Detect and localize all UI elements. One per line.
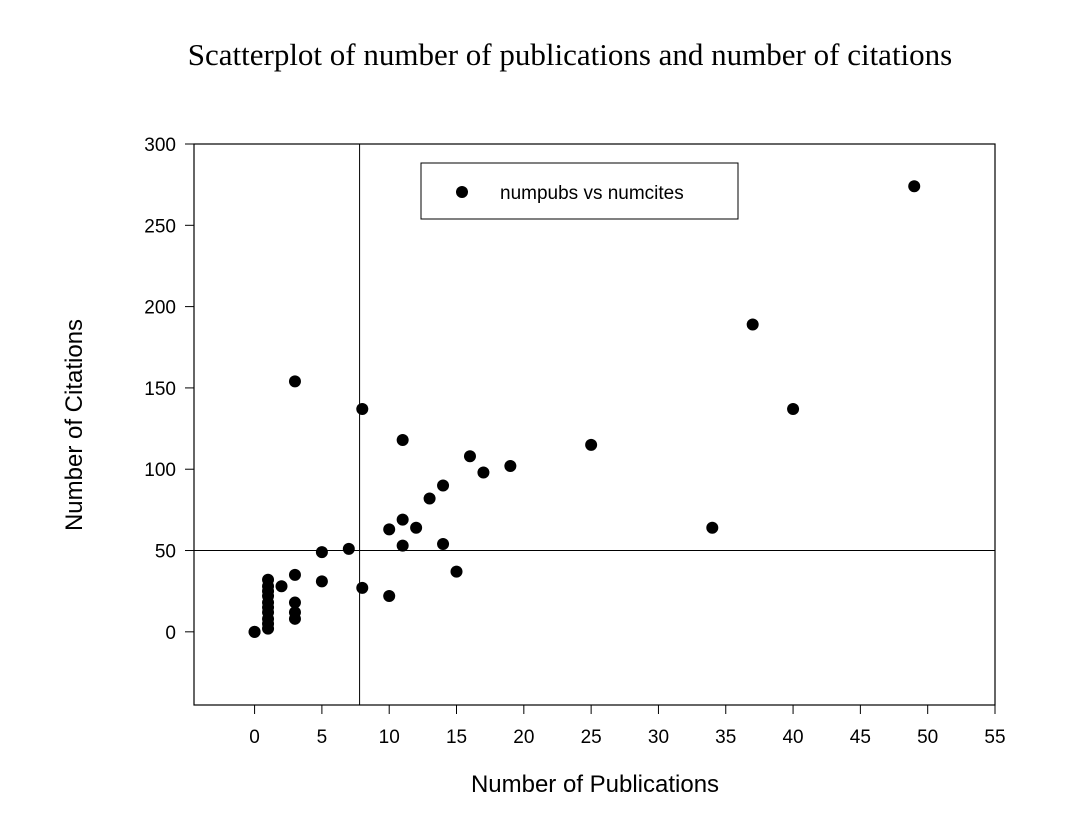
y-tick-label: 0 xyxy=(165,623,176,644)
x-tick-label: 0 xyxy=(249,727,260,748)
data-point xyxy=(504,459,517,472)
y-tick-label: 150 xyxy=(144,379,176,400)
data-point xyxy=(342,542,355,555)
data-point xyxy=(356,403,369,416)
y-tick-label: 300 xyxy=(144,135,176,156)
x-tick-label: 10 xyxy=(379,727,400,748)
plot-area-frame xyxy=(193,143,996,706)
y-axis-ticks: 0 50 100 150 200 250 300 xyxy=(144,135,194,644)
data-point xyxy=(288,606,301,619)
data-point xyxy=(262,573,275,586)
x-tick-label: 5 xyxy=(317,727,328,748)
data-point xyxy=(463,450,476,463)
chart-title: Scatterplot of number of publications an… xyxy=(188,37,952,72)
legend-box xyxy=(420,162,739,220)
x-tick-label: 50 xyxy=(917,727,938,748)
x-tick-label: 25 xyxy=(581,727,602,748)
y-axis-label: Number of Citations xyxy=(61,319,88,531)
data-point xyxy=(437,538,450,551)
legend: numpubs vs numcites xyxy=(420,162,739,220)
data-point xyxy=(383,523,396,536)
data-point xyxy=(288,596,301,609)
data-point xyxy=(315,575,328,588)
x-tick-label: 35 xyxy=(715,727,736,748)
data-point xyxy=(396,513,409,526)
data-point xyxy=(410,521,423,534)
x-axis-label: Number of Publications xyxy=(471,771,719,798)
data-point xyxy=(248,625,261,638)
data-point xyxy=(315,546,328,559)
data-point xyxy=(288,568,301,581)
data-point xyxy=(275,580,288,593)
data-point xyxy=(908,180,921,193)
x-tick-label: 15 xyxy=(446,727,467,748)
y-tick-label: 100 xyxy=(144,460,176,481)
data-point xyxy=(383,590,396,603)
data-point xyxy=(585,438,598,451)
data-point xyxy=(356,581,369,594)
y-tick-label: 250 xyxy=(144,216,176,237)
y-tick-label: 50 xyxy=(155,542,176,563)
data-points xyxy=(248,180,921,638)
x-axis-ticks: 0 5 10 15 20 25 30 35 40 45 50 55 xyxy=(249,705,1006,748)
legend-marker xyxy=(456,186,468,198)
data-point xyxy=(787,403,800,416)
legend-label: numpubs vs numcites xyxy=(500,183,684,204)
data-point xyxy=(288,375,301,388)
x-tick-label: 20 xyxy=(513,727,534,748)
data-point xyxy=(477,466,490,479)
data-point xyxy=(450,565,463,578)
data-point xyxy=(396,433,409,446)
x-tick-label: 55 xyxy=(984,727,1005,748)
data-point xyxy=(706,521,719,534)
y-tick-label: 200 xyxy=(144,298,176,319)
x-tick-label: 45 xyxy=(850,727,871,748)
data-point xyxy=(396,539,409,552)
reference-lines xyxy=(194,144,995,705)
data-point xyxy=(437,479,450,492)
x-tick-label: 30 xyxy=(648,727,669,748)
x-tick-label: 40 xyxy=(782,727,803,748)
data-point xyxy=(423,492,436,505)
data-point xyxy=(746,318,759,331)
